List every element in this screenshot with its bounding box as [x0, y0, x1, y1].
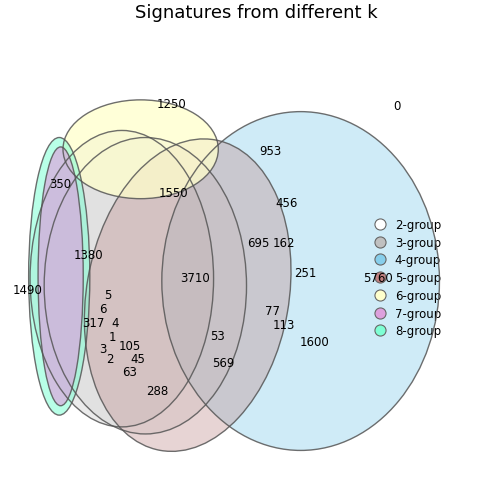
- Text: 0: 0: [394, 100, 401, 113]
- Text: 350: 350: [49, 178, 72, 191]
- Ellipse shape: [44, 138, 246, 434]
- Ellipse shape: [84, 139, 291, 452]
- Text: 5: 5: [104, 289, 111, 301]
- Text: 953: 953: [259, 145, 281, 158]
- Text: 63: 63: [122, 366, 137, 380]
- Text: 3: 3: [99, 343, 107, 356]
- Ellipse shape: [38, 147, 83, 406]
- Text: 1600: 1600: [300, 336, 330, 349]
- Text: 113: 113: [273, 319, 295, 332]
- Text: 2: 2: [106, 353, 114, 366]
- Text: 1550: 1550: [159, 187, 188, 201]
- Text: 456: 456: [275, 197, 298, 210]
- Text: 569: 569: [212, 357, 234, 370]
- Text: 53: 53: [210, 330, 225, 343]
- Ellipse shape: [29, 138, 90, 415]
- Text: 5760: 5760: [363, 272, 393, 285]
- Text: 77: 77: [265, 305, 280, 318]
- Ellipse shape: [30, 131, 214, 427]
- Text: 288: 288: [146, 385, 168, 398]
- Text: 695: 695: [247, 237, 270, 250]
- Title: Signatures from different k: Signatures from different k: [135, 4, 377, 22]
- Text: 317: 317: [82, 317, 105, 330]
- Text: 1250: 1250: [156, 98, 186, 111]
- Text: 6: 6: [99, 303, 107, 316]
- Ellipse shape: [162, 111, 439, 451]
- Text: 251: 251: [294, 268, 317, 280]
- Text: 4: 4: [111, 317, 118, 330]
- Text: 3710: 3710: [180, 272, 210, 285]
- Text: 1490: 1490: [13, 284, 43, 297]
- Ellipse shape: [63, 100, 218, 199]
- Legend: 2-group, 3-group, 4-group, 5-group, 6-group, 7-group, 8-group: 2-group, 3-group, 4-group, 5-group, 6-gr…: [370, 215, 445, 342]
- Text: 1: 1: [109, 331, 116, 344]
- Text: 162: 162: [273, 237, 295, 250]
- Text: 105: 105: [119, 340, 142, 353]
- Text: 1380: 1380: [74, 248, 104, 262]
- Text: 45: 45: [130, 353, 145, 366]
